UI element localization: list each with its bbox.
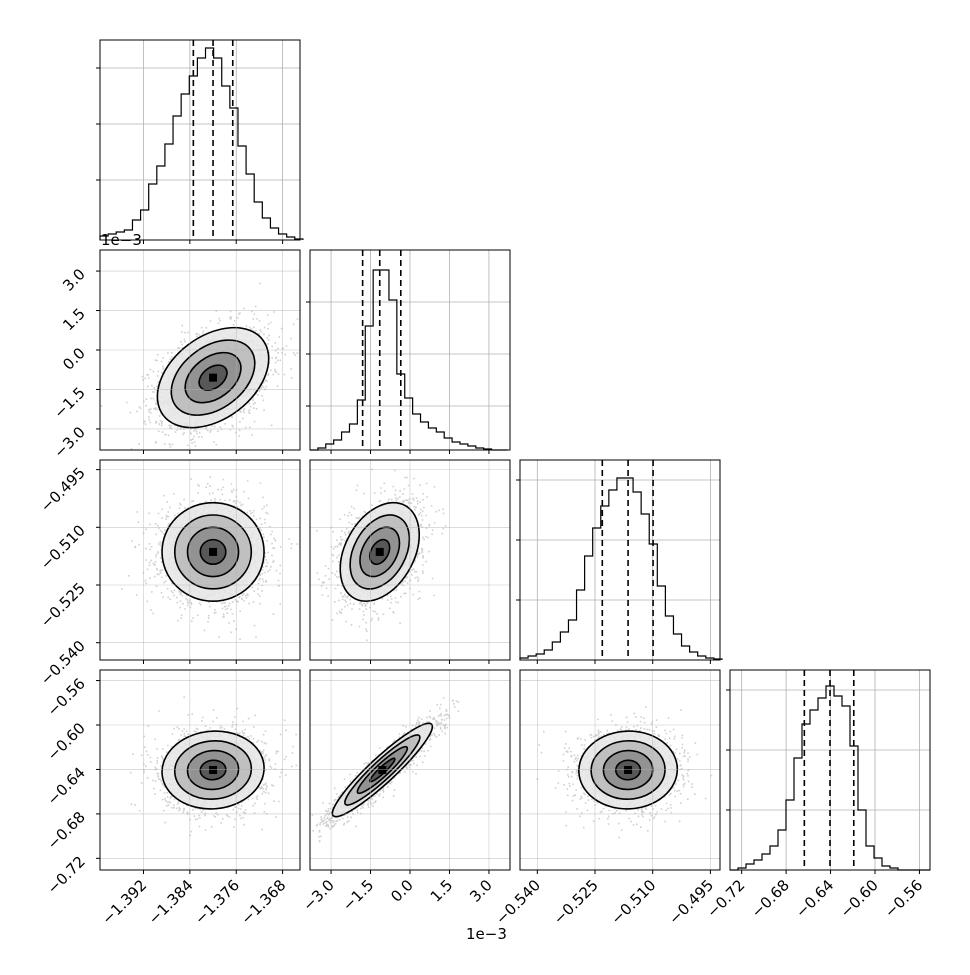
scatter-panel-3-1 [309, 669, 511, 871]
scatter-3-1-contour-0 [331, 722, 434, 818]
scatter-2-1-content [316, 468, 447, 642]
scatter-panel-1-0 [99, 249, 301, 451]
hist-2-frame [519, 459, 721, 661]
scatter-panel-3-2 [519, 669, 721, 871]
scatter-1-0-peak [209, 373, 218, 382]
hist-0-steps [99, 47, 304, 240]
scatter-2-1-contour-3 [369, 538, 391, 566]
scatter-2-0-contour-0 [161, 501, 265, 602]
scatter-panel-3-0 [99, 669, 301, 871]
scatter-3-0-contour-2 [186, 749, 240, 791]
hist-2-steps [519, 477, 723, 660]
scatter-3-1-contour-2 [356, 745, 409, 795]
scatter-3-1-content [311, 697, 460, 843]
hist-panel-2 [516, 459, 723, 661]
hist-panel-3 [726, 669, 931, 871]
scatter-3-2-peak [624, 766, 633, 774]
scatter-3-0-contour-0 [161, 730, 265, 810]
scatter-panel-2-1 [309, 459, 511, 661]
scatter-1-0-contour-3 [198, 364, 228, 391]
scatter-2-1-contour-1 [349, 514, 411, 590]
hist-0-frame [99, 39, 301, 241]
scatter-3-0-peak [209, 766, 218, 774]
hist-1-steps [310, 269, 508, 451]
scatter-2-0-contour-3 [199, 538, 227, 566]
scatter-3-2-contour-1 [590, 740, 666, 800]
scatter-3-1-contour-1 [344, 734, 421, 806]
scatter-2-0-frame [99, 459, 301, 661]
scatter-3-0-content [129, 696, 298, 837]
scatter-2-0-contour-1 [173, 514, 253, 590]
hist-3-steps [730, 685, 930, 871]
scatter-panel-2-0 [99, 459, 301, 661]
hist-panel-0 [96, 39, 304, 241]
scatter-1-0-contour-2 [184, 351, 242, 404]
scatter-3-2-contour-0 [578, 730, 679, 810]
scatter-1-0-contour-1 [170, 339, 256, 416]
hist-3-frame [729, 669, 931, 871]
scatter-3-1-peak [378, 766, 387, 774]
scatter-3-0-contour-1 [173, 740, 253, 800]
scatter-1-0-contour-0 [156, 326, 270, 429]
scatter-3-2-frame [519, 669, 721, 871]
scatter-2-1-contour-2 [359, 526, 401, 578]
scatter-3-0-contour-3 [199, 759, 227, 781]
scatter-3-0-frame [99, 669, 301, 871]
scatter-2-0-peak [209, 547, 218, 556]
scatter-1-0-content [100, 282, 299, 450]
scatter-2-1-peak [375, 547, 384, 556]
